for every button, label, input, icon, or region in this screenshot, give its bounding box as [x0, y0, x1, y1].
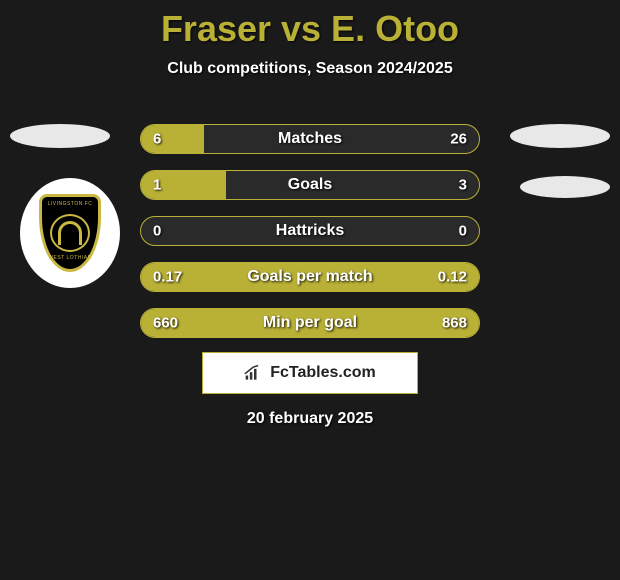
stat-bar: 0 0 Hattricks [140, 216, 480, 246]
subtitle: Club competitions, Season 2024/2025 [0, 60, 620, 78]
club-badge: LIVINGSTON FC WEST LOTHIAN [20, 178, 120, 288]
bar-value-right: 0.12 [438, 269, 467, 286]
player-right-slot-2 [520, 176, 610, 198]
player-right-slot-1 [510, 124, 610, 148]
bar-label: Hattricks [276, 222, 344, 240]
stats-bars: 6 26 Matches 1 3 Goals 0 0 Hattricks 0.17 0.12 Goal… [140, 124, 480, 354]
bar-value-left: 1 [153, 177, 161, 194]
stat-bar: 660 868 Min per goal [140, 308, 480, 338]
bar-value-left: 0.17 [153, 269, 182, 286]
bar-fill-left [141, 125, 204, 153]
bar-value-left: 660 [153, 315, 178, 332]
footer-brand-box: FcTables.com [202, 352, 418, 394]
shield-icon: LIVINGSTON FC WEST LOTHIAN [39, 194, 101, 272]
bar-label: Matches [278, 130, 342, 148]
footer-brand-text: FcTables.com [270, 364, 376, 382]
bar-label: Goals [288, 176, 332, 194]
bar-value-right: 26 [450, 131, 467, 148]
stat-bar: 6 26 Matches [140, 124, 480, 154]
bar-value-right: 868 [442, 315, 467, 332]
bar-label: Min per goal [263, 314, 357, 332]
date-text: 20 february 2025 [247, 410, 373, 428]
bar-value-right: 0 [459, 223, 467, 240]
bar-value-right: 3 [459, 177, 467, 194]
bar-label: Goals per match [247, 268, 372, 286]
stat-bar: 1 3 Goals [140, 170, 480, 200]
bar-value-left: 0 [153, 223, 161, 240]
stat-bar: 0.17 0.12 Goals per match [140, 262, 480, 292]
bar-value-left: 6 [153, 131, 161, 148]
player-left-slot [10, 124, 110, 148]
page-title: Fraser vs E. Otoo [0, 0, 620, 50]
chart-icon [244, 364, 264, 382]
